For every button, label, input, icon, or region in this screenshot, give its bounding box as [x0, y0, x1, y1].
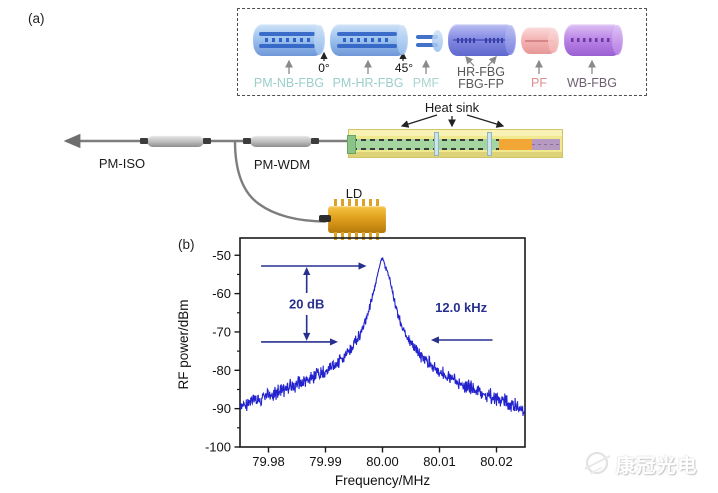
heat-sink-top-face: [349, 130, 562, 136]
ld-label: LD: [345, 186, 363, 201]
fbg-bar: [336, 31, 397, 36]
pm-hr-fbg-label: PM-HR-FBG: [332, 76, 404, 90]
pm-fiber-section: [352, 139, 501, 150]
fbg-grating: [265, 38, 310, 42]
wb-fbg-component: [564, 24, 623, 56]
pmf-bar: [415, 35, 438, 40]
orange-fiber-section: [499, 139, 532, 150]
heat-sink-seam: [487, 132, 492, 156]
pm-nb-fbg-label: PM-NB-FBG: [253, 76, 325, 90]
ld-fiber-ferrule: [319, 215, 331, 222]
annotation-3: 12.0 kHz: [430, 300, 493, 344]
snr-annotation-label: 20 dB: [289, 296, 324, 311]
y-tick-label: -80: [212, 363, 231, 378]
y-tick-label: -70: [212, 324, 231, 339]
wb-grating-dots: [570, 38, 613, 42]
fbg-grating: [343, 38, 392, 42]
pm-iso-component: [140, 135, 211, 147]
x-tick-label: 79.99: [309, 454, 342, 469]
y-tick-label: -50: [212, 248, 231, 263]
annotation-0: [261, 262, 367, 270]
watermark: 康冠光电: [580, 447, 698, 481]
legend-label-arrows: [285, 56, 596, 74]
pm-iso-label: PM-ISO: [98, 156, 146, 171]
y-tick-label: -60: [212, 286, 231, 301]
x-tick-label: 80.02: [480, 454, 513, 469]
fbg-bar: [259, 31, 315, 36]
fbg-bar: [336, 43, 397, 48]
splice-angle-45-label: 45°: [394, 61, 414, 75]
annotation-1: 20 dB: [289, 266, 324, 341]
y-tick-label: -100: [205, 440, 231, 455]
ld-fiber-curve: [233, 140, 327, 223]
heat-sink-arrows: [400, 114, 505, 128]
watermark-logo-icon: [584, 451, 611, 475]
panel-b-label: (b): [178, 237, 195, 252]
pmf-component: [412, 29, 443, 53]
linewidth-annotation-label: 12.0 kHz: [435, 300, 488, 315]
fiber-core-line: [452, 39, 509, 41]
splice-angle-0-label: 0°: [318, 61, 330, 75]
pm-hr-fbg-component: [330, 24, 408, 56]
y-tick-label: -90: [212, 401, 231, 416]
ld-pins-bottom: [334, 232, 382, 240]
x-tick-label: 80.01: [423, 454, 456, 469]
pmf-bar: [415, 42, 438, 47]
hr-fbg-fp-label: HR-FBG FBG-FP: [457, 65, 505, 91]
heat-sink-seam: [434, 132, 439, 156]
heat-sink-bar: [347, 129, 563, 158]
ld-package: [328, 206, 386, 233]
x-tick-label: 79.98: [252, 454, 285, 469]
pmf-label: PMF: [412, 76, 440, 90]
wb-fbg-label: WB-FBG: [567, 76, 617, 90]
x-axis: 79.98 79.99 80.00 80.01 80.02 Frequency/MHz: [252, 447, 513, 488]
pf-component: [521, 27, 559, 54]
ld-pins-top: [334, 199, 382, 207]
annotation-2: [261, 338, 339, 346]
heat-sink-label: Heat sink: [424, 100, 480, 115]
heat-sink-shadow: [349, 152, 562, 157]
fiber-core-line: [524, 39, 554, 42]
x-axis-label: Frequency/MHz: [335, 473, 431, 488]
pm-wdm-label: PM-WDM: [253, 157, 311, 172]
pm-nb-fbg-component: [253, 24, 325, 56]
y-axis: -50 -60 -70 -80 -90 -100 RF power/dBm: [176, 248, 240, 455]
fp-grating: [484, 37, 505, 43]
fiber-connector: [347, 135, 356, 154]
component-legend-box: [237, 8, 647, 96]
x-tick-label: 80.00: [366, 454, 399, 469]
spectrum-trace: [240, 257, 525, 417]
pf-label: PF: [531, 76, 547, 90]
watermark-text: 康冠光电: [616, 455, 699, 477]
fp-grating: [456, 37, 477, 43]
panel-a-label: (a): [28, 11, 45, 26]
fbg-bar: [259, 43, 315, 48]
pm-wdm-component: [243, 135, 319, 147]
y-axis-label: RF power/dBm: [176, 299, 191, 389]
hr-fbg-fp-component: [448, 24, 516, 56]
wb-fiber-section: [532, 139, 560, 150]
rf-spectrum-chart: 79.98 79.99 80.00 80.01 80.02 Frequency/MHz -5…: [176, 237, 526, 488]
